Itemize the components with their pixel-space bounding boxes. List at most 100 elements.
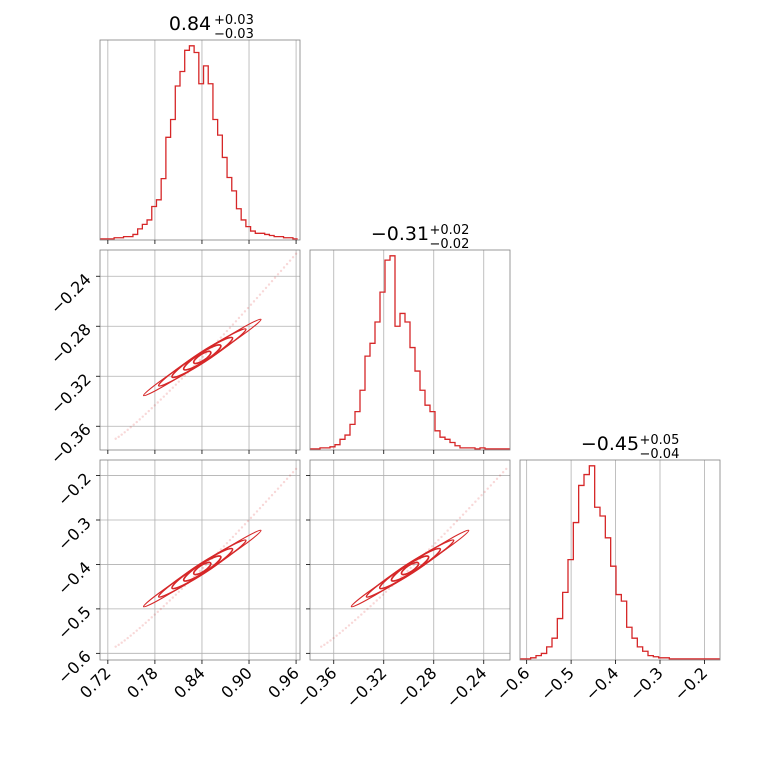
p3_vs_p1-sample-point [276,487,280,490]
p3_vs_p1-sample-point [117,643,120,647]
p2_vs_p1-sample-point [117,435,120,439]
p2_vs_p1-sample-point [135,420,138,424]
p3_vs_p2-sample-point [375,599,378,602]
hist-1-steps [100,45,298,240]
p3_vs_p2-sample-point [437,538,440,542]
p2_vs_p1-sample-point [288,259,292,262]
p2_vs_p1-sample-point [141,415,144,418]
hist-2-frame [309,249,511,451]
p3_vs_p2-sample-point [474,500,477,503]
p3_vs_p1-sample-point [285,477,289,481]
p3_vs_p2-sample-point [335,634,338,637]
hist-1-frame [99,39,301,241]
p2_vs_p1-sample-point [243,310,247,313]
p3_vs_p1-sample-point [204,563,208,567]
p3_vs_p2-sample-point [357,616,360,619]
p2_vs_p1-sample-point [249,303,253,306]
p2_vs_p1-sample-point [276,273,280,276]
p3_vs_p2-contour-4 [390,555,430,582]
x-tick-label-1-1: −0.32 [342,663,390,711]
p3_vs_p1-sample-point [129,634,132,637]
p3_vs_p2-sample-point [332,636,335,640]
p3_vs_p2-sample-point [471,503,474,507]
p3_vs_p2-sample-point [483,490,486,494]
p3_vs_p2-sample-point [353,618,357,622]
p3_vs_p2-frame [309,459,511,661]
hist-3-title-minus: −0.04 [640,447,680,462]
p3_vs_p1-sample-point [246,519,250,523]
p2_vs_p1-sample-point [294,252,298,255]
p3_vs_p2-sample-point [458,516,462,520]
y-tick-label-2-4: −0.2 [54,469,95,510]
p3_vs_p1-sample-point [222,545,226,548]
y-tick-label-2-3: −0.3 [54,513,95,554]
p3_vs_p2-sample-point [455,519,459,523]
p2_vs_p1-sample-point [264,286,268,290]
p2_vs_p1-sample-point [156,401,159,404]
p2_vs_p1-sample-point [174,383,178,386]
p3_vs_p2-sample-point [505,467,508,471]
p2_vs_p1-sample-point [180,377,184,380]
p3_vs_p2-sample-point [338,631,341,635]
y-tick-label-1-0: −0.36 [47,420,95,468]
p3_vs_p2-sample-point [381,593,385,596]
p3_vs_p2-sample-point [412,563,415,567]
p3_vs_p1-sample-point [282,480,286,484]
p2_vs_p1-contour-4 [182,344,222,371]
p2_vs_p1-sample-point [273,276,277,279]
hist-3-title: −0.45 [581,433,639,455]
p3_vs_p1-sample-point [291,471,295,474]
p2_vs_p1-sample-point [162,395,165,398]
p2_vs_p1-sample-point [129,426,132,429]
hist-3-frame [519,459,721,661]
p3_vs_p2-sample-point [329,639,332,642]
p2_vs_p1-sample-point [234,320,238,323]
p3_vs_p1-sample-point [153,613,156,616]
p2_vs_p1-sample-point [255,296,259,300]
p3_vs_p2-sample-point [360,613,363,616]
y-tick-label-1-1: −0.32 [47,370,95,418]
p2_vs_p1-sample-point [198,358,202,362]
p3_vs_p1-sample-point [201,566,205,570]
p3_vs_p2-sample-point [366,607,369,611]
hist-2-steps [310,255,510,450]
p2_vs_p1-sample-point [219,336,223,339]
p2_vs_p1-sample-point [222,333,226,336]
p3_vs_p2-sample-point [501,471,505,474]
p3_vs_p1-sample-point [114,645,117,648]
p3_vs_p1-sample-point [174,593,178,596]
p2_vs_p1-sample-point [282,266,286,269]
p3_vs_p1-sample-point [252,513,256,516]
p3_vs_p2-sample-point [498,474,502,477]
x-tick-label-2-2: −0.4 [581,663,622,704]
x-tick-label-2-0: −0.6 [493,663,534,704]
p3_vs_p1-sample-point [165,602,168,605]
p2_vs_p1-sample-point [258,293,262,296]
p2_vs_p1-sample-point [159,398,162,401]
hist-2-title: −0.31 [371,223,429,245]
p2_vs_p1-sample-point [147,409,150,413]
p2_vs_p1-sample-point [261,290,265,293]
hist-1-title-minus: −0.03 [214,27,254,42]
p3_vs_p2-sample-point [461,513,465,516]
p2_vs_p1-sample-point [279,269,283,273]
p3_vs_p2-contour-5 [400,561,420,576]
p3_vs_p1-frame [99,459,301,661]
y-tick-label-1-2: −0.28 [47,320,95,368]
p3_vs_p1-sample-point [150,616,153,619]
p3_vs_p1-sample-point [225,542,229,545]
p3_vs_p1-sample-point [279,484,283,487]
p2_vs_p1-sample-point [123,431,126,434]
p2_vs_p1-sample-point [177,380,181,383]
p3_vs_p2-sample-point [477,497,480,500]
p3_vs_p1-sample-point [261,503,265,507]
p3_vs_p2-sample-point [372,602,375,605]
p3_vs_p2-sample-point [495,477,499,481]
p3_vs_p1-sample-point [162,605,165,608]
p3_vs_p1-sample-point [294,467,298,471]
p3_vs_p2-sample-point [406,569,409,573]
p3_vs_p2-sample-point [480,494,483,497]
p3_vs_p2-sample-point [443,532,446,535]
p2_vs_p1-sample-point [132,423,135,426]
